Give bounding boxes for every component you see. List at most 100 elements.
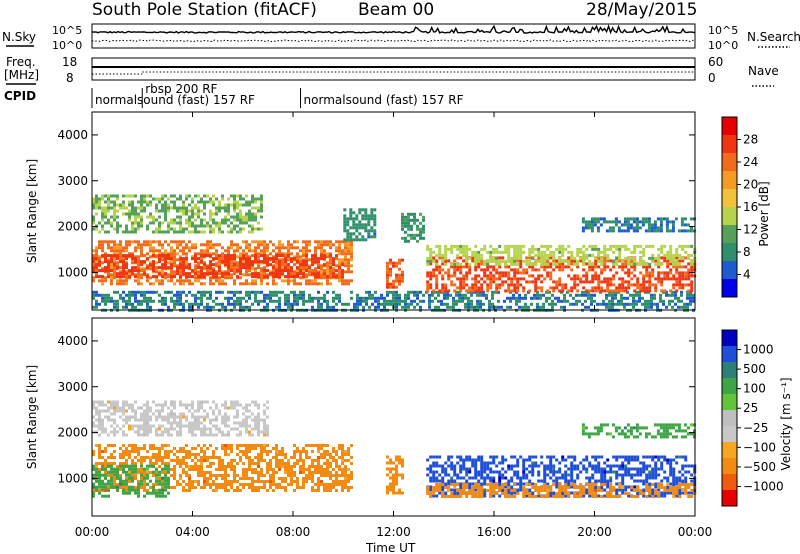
velocity-heatmap — [92, 400, 697, 498]
heatmap-cell — [492, 250, 496, 254]
heatmap-cell — [143, 489, 146, 492]
heatmap-cell — [224, 275, 227, 279]
heatmap-cell — [152, 299, 155, 303]
heatmap-cell — [373, 232, 377, 236]
heatmap-cell — [122, 266, 125, 270]
heatmap-cell — [257, 299, 260, 303]
heatmap-cell — [444, 259, 448, 263]
heatmap-cell — [110, 476, 113, 480]
heatmap-cell — [233, 206, 236, 210]
heatmap-cell — [161, 206, 164, 210]
heatmap-cell — [104, 254, 107, 258]
heatmap-cell — [486, 262, 490, 266]
heatmap-cell — [107, 470, 110, 474]
heatmap-cell — [459, 280, 463, 284]
heatmap-cell — [392, 282, 395, 286]
heatmap-cell — [227, 489, 230, 492]
heatmap-cell — [437, 293, 440, 297]
heatmap-cell — [317, 465, 320, 468]
heatmap-cell — [380, 293, 383, 297]
heatmap-cell — [233, 215, 236, 219]
heatmap-cell — [254, 447, 257, 450]
heatmap-cell — [281, 462, 284, 465]
heatmap-cell — [251, 240, 254, 244]
heatmap-cell — [302, 447, 305, 450]
heatmap-cell — [170, 459, 173, 462]
heatmap-cell — [146, 450, 149, 453]
heatmap-cell — [182, 200, 185, 204]
heatmap-cell — [642, 280, 646, 284]
heatmap-cell — [158, 459, 161, 462]
heatmap-cell — [349, 235, 353, 239]
heatmap-cell — [194, 227, 197, 231]
heatmap-cell — [624, 286, 628, 290]
heatmap-cell — [329, 453, 332, 456]
heatmap-cell — [140, 282, 143, 286]
heatmap-cell — [341, 456, 344, 459]
heatmap-cell — [317, 296, 320, 300]
heatmap-cell — [185, 261, 188, 265]
heatmap-cell — [507, 244, 511, 248]
heatmap-cell — [209, 456, 212, 459]
heatmap-cell — [173, 227, 176, 231]
heatmap-cell — [227, 252, 230, 256]
heatmap-cell — [690, 262, 694, 266]
heatmap-cell — [519, 283, 523, 287]
heatmap-cell — [134, 412, 137, 416]
heatmap-cell — [483, 271, 487, 275]
heatmap-cell — [92, 485, 95, 489]
heatmap-cell — [632, 226, 636, 230]
heatmap-cell — [358, 223, 362, 227]
heatmap-cell — [447, 277, 451, 281]
heatmap-cell — [137, 468, 140, 471]
heatmap-cell — [459, 250, 463, 254]
heatmap-cell — [428, 293, 431, 297]
heatmap-cell — [635, 290, 638, 294]
heatmap-cell — [113, 273, 116, 277]
heatmap-cell — [230, 450, 233, 453]
heatmap-cell — [510, 268, 514, 272]
heatmap-cell — [251, 447, 254, 450]
heatmap-cell — [146, 421, 149, 425]
heatmap-cell — [146, 194, 149, 198]
heatmap-cell — [320, 240, 323, 244]
heatmap-cell — [663, 289, 667, 293]
heatmap-cell — [678, 253, 682, 257]
heatmap-cell — [599, 223, 603, 227]
heatmap-cell — [134, 273, 137, 277]
heatmap-cell — [257, 427, 260, 431]
heatmap-cell — [119, 409, 122, 413]
heatmap-cell — [600, 268, 604, 272]
heatmap-cell — [215, 272, 218, 276]
heatmap-cell — [122, 491, 125, 495]
heatmap-cell — [158, 293, 161, 297]
heatmap-cell — [401, 221, 404, 225]
heatmap-cell — [468, 247, 472, 251]
heatmap-cell — [131, 409, 134, 413]
heatmap-cell — [293, 450, 296, 453]
heatmap-cell — [170, 412, 173, 416]
heatmap-cell — [471, 253, 475, 257]
heatmap-cell — [221, 430, 224, 434]
heatmap-cell — [200, 249, 203, 253]
heatmap-cell — [513, 253, 517, 257]
heatmap-cell — [95, 467, 98, 471]
heatmap-cell — [146, 200, 149, 204]
heatmap-cell — [134, 257, 137, 261]
heatmap-cell — [194, 272, 197, 276]
heatmap-cell — [131, 230, 134, 234]
heatmap-cell — [308, 243, 311, 247]
heatmap-cell — [188, 474, 191, 477]
heatmap-cell — [429, 259, 433, 263]
heatmap-cell — [542, 305, 545, 309]
heatmap-cell — [287, 240, 290, 244]
heatmap-cell — [470, 293, 473, 297]
heatmap-cell — [113, 200, 116, 204]
heatmap-cell — [179, 227, 182, 231]
heatmap-cell — [290, 474, 293, 477]
heatmap-cell — [254, 246, 257, 250]
heatmap-cell — [683, 229, 687, 233]
heatmap-cell — [200, 269, 203, 273]
heatmap-cell — [370, 229, 374, 233]
heatmap-cell — [251, 230, 254, 234]
